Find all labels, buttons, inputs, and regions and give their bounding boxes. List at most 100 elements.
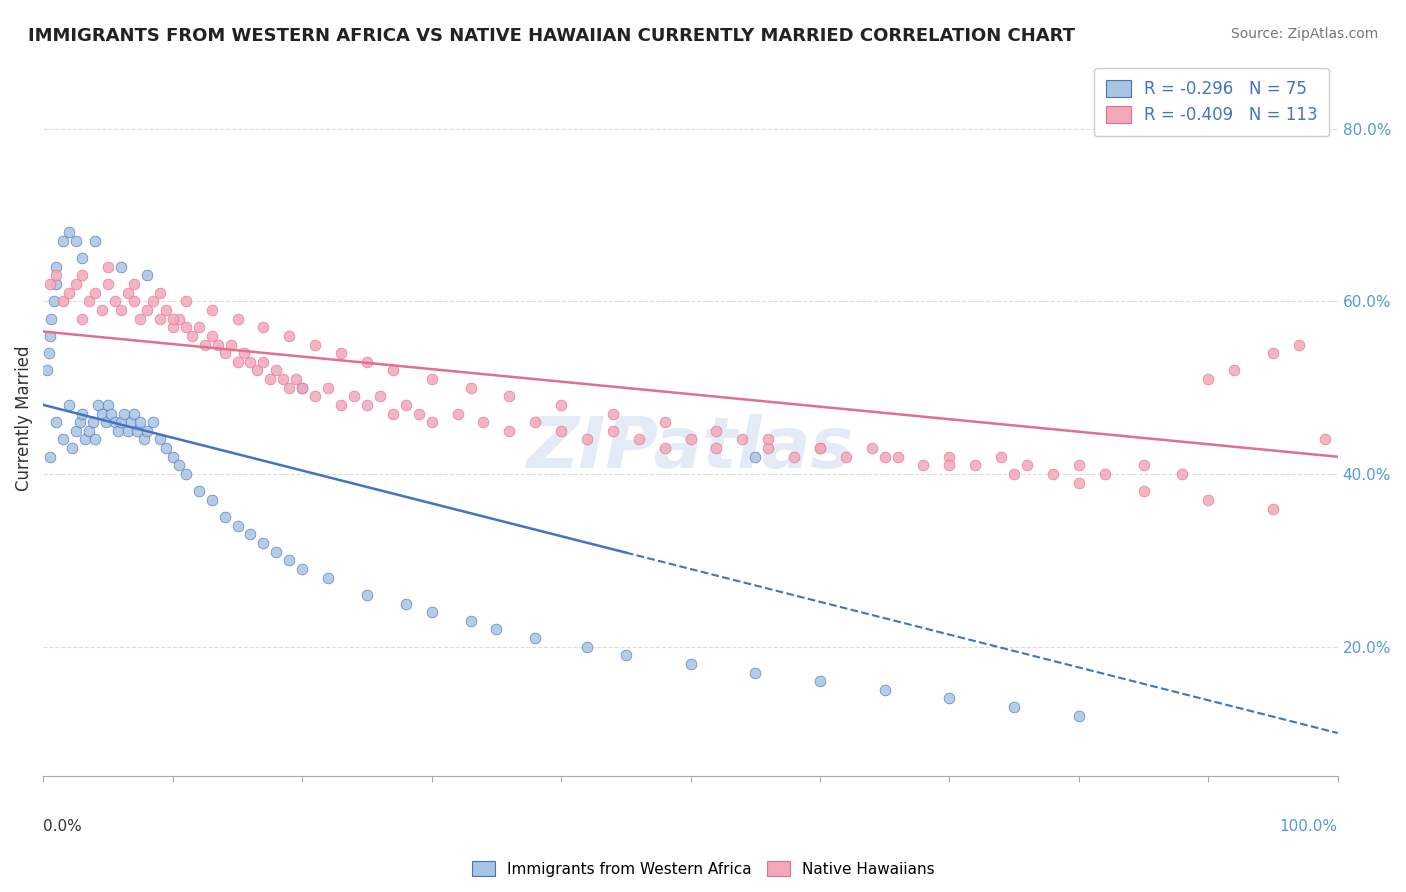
Point xyxy=(129,311,152,326)
Point xyxy=(420,415,443,429)
Point xyxy=(201,492,224,507)
Point xyxy=(214,510,236,524)
Point xyxy=(207,337,229,351)
Point xyxy=(155,441,177,455)
Point xyxy=(1015,458,1038,473)
Point xyxy=(266,363,288,377)
Point xyxy=(356,398,378,412)
Point xyxy=(38,277,60,291)
Point xyxy=(679,433,702,447)
Point xyxy=(460,614,482,628)
Point xyxy=(1132,458,1154,473)
Point xyxy=(174,467,197,481)
Point xyxy=(259,372,281,386)
Point xyxy=(52,234,75,248)
Point xyxy=(201,303,224,318)
Point xyxy=(174,294,197,309)
Point xyxy=(162,320,184,334)
Point xyxy=(226,355,249,369)
Point xyxy=(107,424,129,438)
Point xyxy=(60,441,83,455)
Point xyxy=(654,441,676,455)
Point xyxy=(45,268,67,283)
Point xyxy=(1132,484,1154,499)
Point xyxy=(284,372,307,386)
Point xyxy=(94,415,117,429)
Point xyxy=(70,311,93,326)
Point xyxy=(38,346,60,360)
Point xyxy=(45,260,67,274)
Point xyxy=(187,484,209,499)
Point xyxy=(97,260,120,274)
Point xyxy=(122,277,145,291)
Point xyxy=(45,415,67,429)
Point xyxy=(37,363,59,377)
Point xyxy=(38,329,60,343)
Point xyxy=(291,381,314,395)
Point xyxy=(70,251,93,265)
Point xyxy=(1197,372,1219,386)
Point xyxy=(1223,363,1246,377)
Point xyxy=(485,623,508,637)
Point xyxy=(408,407,430,421)
Point xyxy=(330,346,353,360)
Point xyxy=(575,433,598,447)
Point xyxy=(498,389,520,403)
Point xyxy=(65,277,87,291)
Point xyxy=(1261,346,1284,360)
Point xyxy=(65,424,87,438)
Point xyxy=(271,372,294,386)
Point xyxy=(90,303,112,318)
Point xyxy=(104,415,127,429)
Text: 0.0%: 0.0% xyxy=(44,819,82,834)
Point xyxy=(873,682,896,697)
Point xyxy=(744,450,766,464)
Point xyxy=(110,303,132,318)
Point xyxy=(252,355,274,369)
Point xyxy=(120,415,142,429)
Point xyxy=(155,303,177,318)
Point xyxy=(420,372,443,386)
Point xyxy=(194,337,217,351)
Point xyxy=(112,407,135,421)
Point xyxy=(381,407,404,421)
Point xyxy=(117,285,139,300)
Point xyxy=(381,363,404,377)
Point xyxy=(1197,492,1219,507)
Point xyxy=(100,407,122,421)
Point xyxy=(82,415,104,429)
Point xyxy=(58,285,80,300)
Point xyxy=(602,424,624,438)
Point xyxy=(602,407,624,421)
Point xyxy=(252,320,274,334)
Point xyxy=(744,665,766,680)
Point xyxy=(142,415,165,429)
Point xyxy=(201,329,224,343)
Point xyxy=(1067,708,1090,723)
Point xyxy=(77,424,100,438)
Point xyxy=(70,407,93,421)
Point xyxy=(654,415,676,429)
Point xyxy=(226,311,249,326)
Point xyxy=(1288,337,1310,351)
Point xyxy=(84,234,107,248)
Point xyxy=(706,441,728,455)
Point xyxy=(58,225,80,239)
Point xyxy=(38,450,60,464)
Point xyxy=(252,536,274,550)
Point xyxy=(97,398,120,412)
Point xyxy=(938,450,960,464)
Point xyxy=(446,407,468,421)
Point xyxy=(938,691,960,706)
Point xyxy=(149,311,172,326)
Point xyxy=(990,450,1012,464)
Point xyxy=(304,389,326,403)
Point xyxy=(860,441,883,455)
Point xyxy=(1002,467,1025,481)
Point xyxy=(1002,700,1025,714)
Point xyxy=(1094,467,1116,481)
Point xyxy=(104,294,127,309)
Point xyxy=(420,605,443,619)
Point xyxy=(835,450,858,464)
Point xyxy=(627,433,650,447)
